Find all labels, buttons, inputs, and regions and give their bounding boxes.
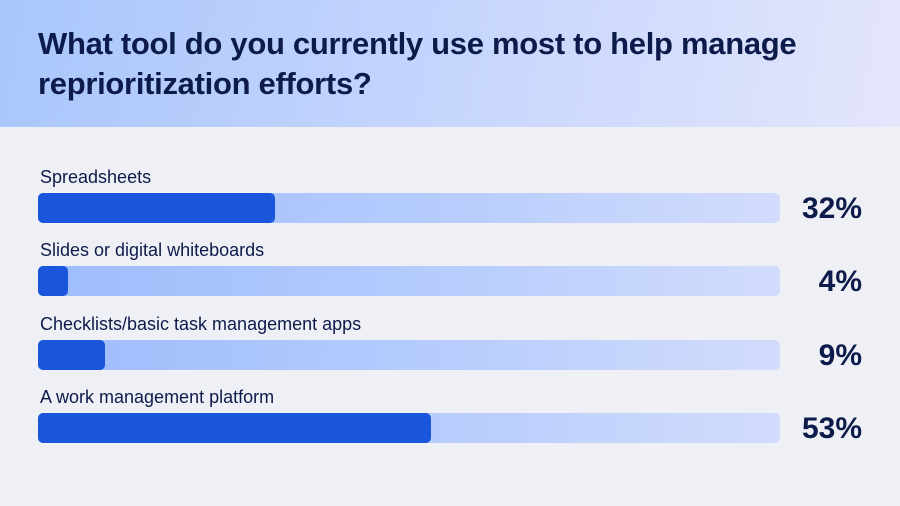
bar-label: Slides or digital whiteboards bbox=[40, 240, 265, 260]
bar-label: Spreadsheets bbox=[40, 167, 152, 187]
bar-label: A work management platform bbox=[40, 387, 275, 407]
bar-label: Checklists/basic task management apps bbox=[40, 314, 362, 334]
bar-fill bbox=[38, 413, 432, 443]
bar-value: 32% bbox=[801, 192, 862, 225]
bar-track bbox=[38, 193, 780, 223]
header-banner: What tool do you currently use most to h… bbox=[0, 0, 900, 127]
bar-fill bbox=[38, 266, 68, 296]
bar-fill bbox=[38, 340, 105, 370]
bar-value: 9% bbox=[818, 339, 862, 372]
bar-fill bbox=[38, 193, 276, 223]
bar-track bbox=[38, 413, 780, 443]
bar-value: 53% bbox=[801, 412, 862, 445]
bar-row-spreadsheets: Spreadsheets 32% bbox=[0, 167, 900, 242]
bar-value: 4% bbox=[818, 265, 862, 298]
bar-row-checklists: Checklists/basic task management apps 9% bbox=[0, 314, 900, 389]
bar-row-work-management: A work management platform 53% bbox=[0, 387, 900, 462]
bar-track bbox=[38, 266, 780, 296]
chart-title: What tool do you currently use most to h… bbox=[38, 26, 797, 101]
bar-track bbox=[38, 340, 780, 370]
bar-row-slides: Slides or digital whiteboards 4% bbox=[0, 240, 900, 315]
